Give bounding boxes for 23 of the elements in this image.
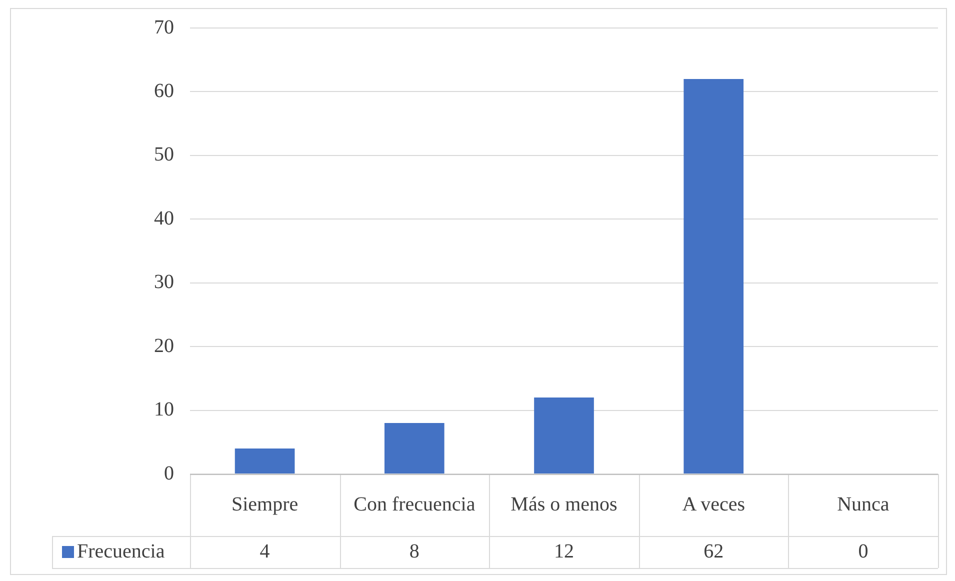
- bar: [234, 448, 295, 474]
- bar: [684, 78, 744, 474]
- y-tick-label: 50: [154, 144, 174, 166]
- y-tick-label: 40: [154, 207, 174, 230]
- x-tick-label: Nunca: [837, 493, 890, 516]
- bar: [534, 398, 594, 474]
- x-tick-label: A veces: [682, 493, 746, 516]
- y-tick-label: 60: [154, 80, 174, 102]
- x-tick-label: Con frecuencia: [354, 493, 476, 516]
- data-label: 12: [554, 540, 574, 562]
- data-label: 62: [704, 540, 724, 562]
- x-tick-label: Más o menos: [510, 493, 618, 516]
- x-tick-label: Siempre: [231, 493, 298, 516]
- y-tick-label: 70: [154, 16, 174, 38]
- y-tick-label: 10: [154, 398, 174, 421]
- legend-label: Frecuencia: [77, 540, 165, 562]
- y-tick-label: 30: [154, 271, 174, 294]
- bar: [384, 423, 444, 474]
- data-label: 0: [858, 540, 868, 562]
- data-label: 8: [409, 540, 420, 562]
- data-label: 4: [260, 540, 270, 562]
- y-tick-label: 0: [164, 462, 174, 484]
- y-tick-label: 20: [154, 334, 174, 357]
